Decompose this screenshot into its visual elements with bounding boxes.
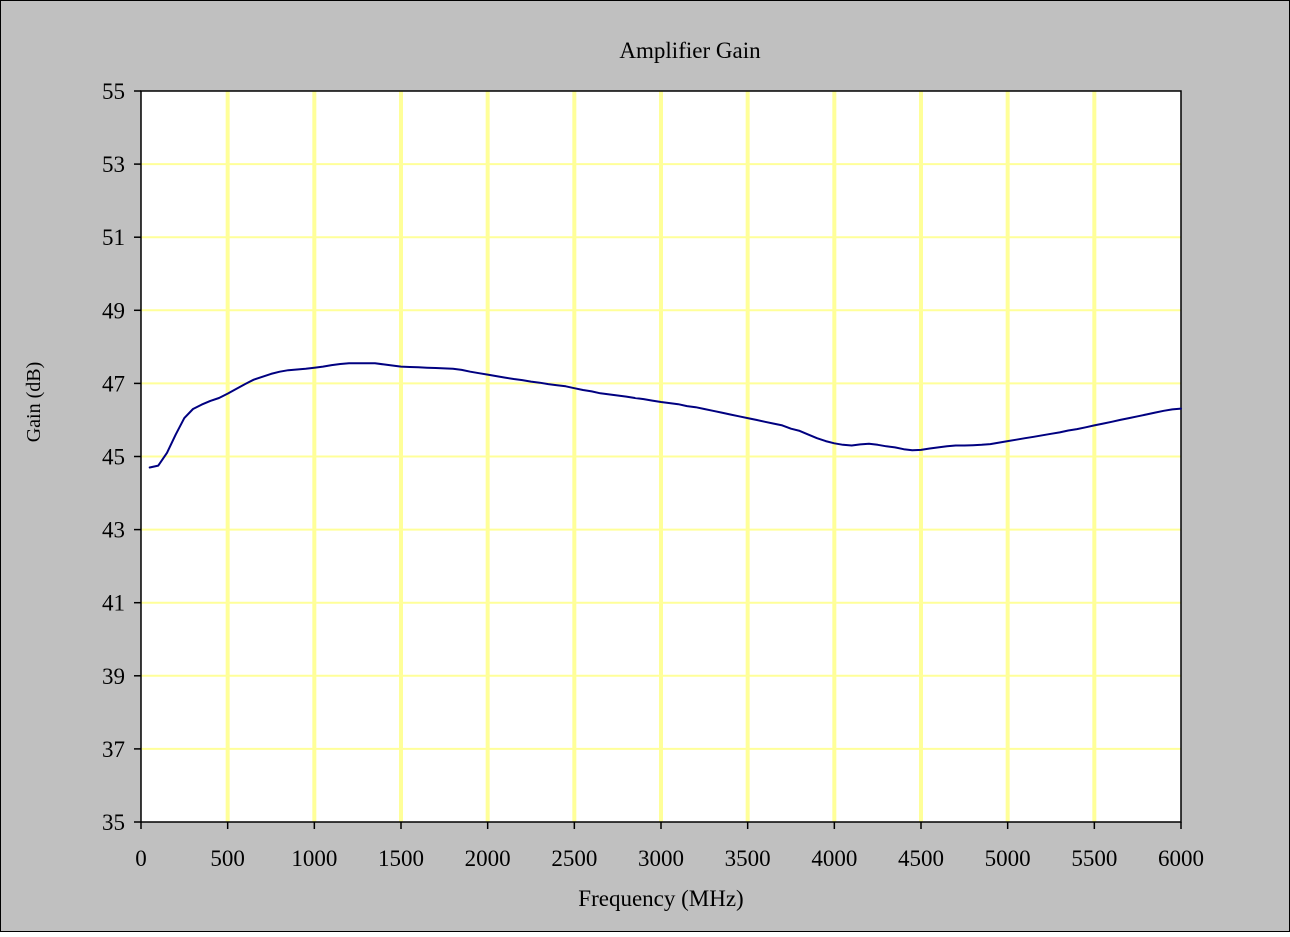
x-tick-label: 0: [135, 846, 147, 871]
grid-lines: [141, 91, 1181, 822]
y-tick-label: 45: [102, 445, 125, 470]
y-tick-label: 43: [102, 518, 125, 543]
y-tick-label: 55: [102, 79, 125, 104]
x-tick-label: 6000: [1158, 846, 1204, 871]
x-tick-label: 2500: [551, 846, 597, 871]
y-axis-label: Gain (dB): [23, 362, 45, 443]
x-axis-label: Frequency (MHz): [578, 886, 743, 911]
y-tick-label: 41: [102, 591, 125, 616]
x-tick-label: 5000: [985, 846, 1031, 871]
y-tick-label: 49: [102, 298, 125, 323]
x-tick-label: 500: [210, 846, 245, 871]
x-tick-label: 3000: [638, 846, 684, 871]
y-tick-label: 51: [102, 225, 125, 250]
y-tick-label: 37: [102, 737, 125, 762]
gain-series-line: [148, 362, 1182, 469]
axis-ticks: 0 500 1000 1500 2000 2500 3000 3500 4000 4500 5000…: [102, 79, 1204, 871]
x-tick-label: 1500: [378, 846, 424, 871]
x-tick-label: 1000: [291, 846, 337, 871]
x-tick-label: 5500: [1071, 846, 1117, 871]
y-tick-label: 35: [102, 810, 125, 835]
y-tick-label: 39: [102, 664, 125, 689]
y-tick-label: 53: [102, 152, 125, 177]
y-tick-label: 47: [102, 371, 125, 396]
x-tick-label: 2000: [465, 846, 511, 871]
x-tick-label: 4500: [898, 846, 944, 871]
chart-title: Amplifier Gain: [619, 38, 761, 63]
x-tick-label: 4000: [811, 846, 857, 871]
x-tick-label: 3500: [725, 846, 771, 871]
